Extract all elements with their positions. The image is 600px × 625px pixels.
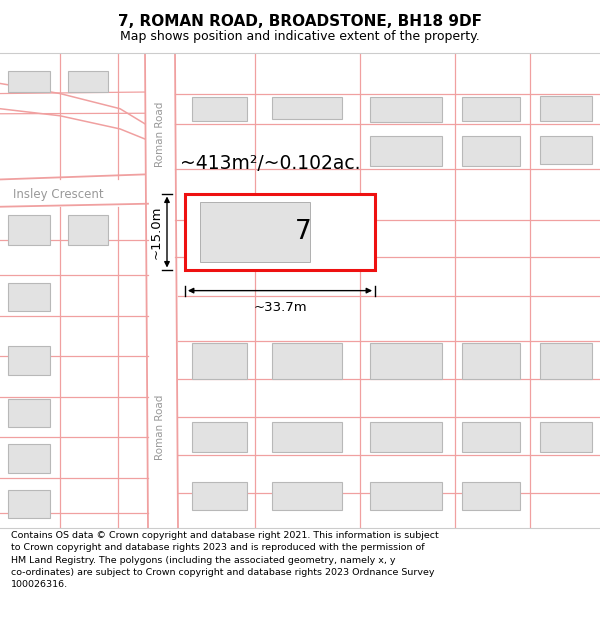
Bar	[192, 97, 247, 121]
Text: Contains OS data © Crown copyright and database right 2021. This information is : Contains OS data © Crown copyright and d…	[11, 531, 439, 589]
Bar	[192, 422, 247, 452]
Polygon shape	[0, 174, 148, 207]
Bar	[462, 97, 520, 121]
Bar	[370, 422, 442, 452]
Bar	[8, 490, 50, 518]
Bar	[185, 194, 375, 271]
Bar	[200, 202, 310, 262]
Bar	[540, 422, 592, 452]
Bar	[8, 444, 50, 472]
Bar	[272, 422, 342, 452]
Bar	[370, 136, 442, 166]
Text: Map shows position and indicative extent of the property.: Map shows position and indicative extent…	[120, 30, 480, 43]
Bar	[192, 482, 247, 510]
Bar	[370, 482, 442, 510]
Bar	[540, 136, 592, 164]
Bar	[272, 482, 342, 510]
Bar	[8, 71, 50, 91]
Text: ~413m²/~0.102ac.: ~413m²/~0.102ac.	[180, 154, 361, 173]
Text: 7, ROMAN ROAD, BROADSTONE, BH18 9DF: 7, ROMAN ROAD, BROADSTONE, BH18 9DF	[118, 14, 482, 29]
Text: Roman Road: Roman Road	[155, 394, 165, 460]
Text: ~15.0m: ~15.0m	[150, 205, 163, 259]
Bar	[370, 97, 442, 122]
Polygon shape	[145, 53, 178, 528]
Bar	[8, 282, 50, 311]
Bar	[272, 97, 342, 119]
Bar	[462, 422, 520, 452]
Bar	[540, 96, 592, 121]
Bar	[8, 399, 50, 427]
Bar	[68, 215, 108, 245]
Text: ~33.7m: ~33.7m	[253, 301, 307, 314]
Bar	[462, 482, 520, 510]
Bar	[462, 343, 520, 379]
Bar	[540, 343, 592, 379]
Bar	[8, 215, 50, 245]
Text: Insley Crescent: Insley Crescent	[13, 188, 103, 201]
Bar	[462, 136, 520, 166]
Bar	[8, 346, 50, 374]
Bar	[370, 343, 442, 379]
Bar	[272, 343, 342, 379]
Text: 7: 7	[295, 219, 311, 245]
Bar	[68, 71, 108, 91]
Bar	[192, 343, 247, 379]
Text: Roman Road: Roman Road	[155, 101, 165, 167]
